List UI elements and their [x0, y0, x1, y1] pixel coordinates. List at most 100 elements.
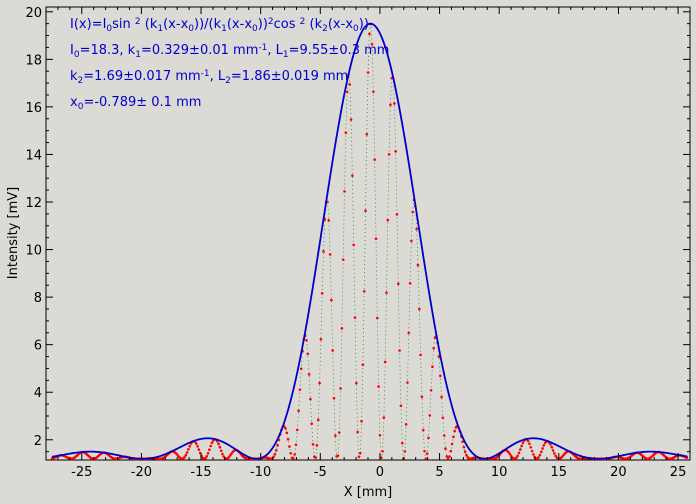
data-point	[194, 442, 198, 445]
data-point	[349, 118, 353, 121]
data-point	[508, 452, 512, 456]
x-tick-label: 20	[610, 465, 627, 480]
y-tick-label: 12	[25, 196, 42, 211]
y-tick-label: 10	[25, 244, 42, 259]
data-point	[331, 349, 335, 352]
data-point	[341, 258, 345, 261]
data-point	[294, 443, 298, 447]
data-point	[364, 209, 367, 213]
annotation-params-1: I0=18.3, k1=0.329±0.01 mm-1, L1=9.55±0.3…	[70, 43, 389, 60]
data-point	[515, 456, 518, 460]
data-point	[309, 397, 312, 401]
data-point	[357, 455, 361, 459]
data-point	[306, 352, 310, 356]
data-point	[445, 455, 449, 458]
data-point	[373, 158, 376, 161]
plot-area	[45, 6, 691, 461]
data-point	[517, 451, 521, 455]
data-point	[378, 433, 382, 437]
data-point	[362, 289, 366, 293]
data-point	[381, 449, 384, 453]
data-point	[421, 428, 425, 432]
data-point	[542, 443, 546, 447]
data-point	[348, 83, 352, 86]
data-point	[316, 418, 320, 422]
data-point	[187, 448, 190, 451]
data-point	[463, 450, 467, 454]
data-point	[372, 90, 375, 93]
data-point	[532, 453, 535, 456]
data-point	[530, 449, 534, 453]
data-point	[289, 451, 293, 455]
data-point	[403, 450, 407, 453]
data-point	[352, 243, 355, 247]
data-point	[297, 409, 300, 413]
data-point	[394, 150, 397, 153]
data-point	[355, 381, 358, 385]
data-point	[307, 373, 311, 376]
data-point	[407, 331, 411, 335]
y-tick-label: 2	[34, 434, 42, 449]
data-point	[356, 430, 359, 434]
data-point	[428, 414, 432, 417]
data-point	[339, 387, 342, 390]
data-point	[334, 434, 337, 437]
data-point	[554, 454, 558, 458]
data-point	[209, 444, 212, 448]
data-point	[210, 441, 214, 445]
data-point	[537, 456, 540, 459]
data-point	[417, 307, 421, 311]
data-point	[365, 133, 369, 136]
data-point	[538, 453, 542, 457]
data-point	[360, 419, 363, 423]
data-point	[427, 436, 430, 440]
data-point	[345, 90, 349, 94]
x-tick-label: 5	[435, 465, 443, 480]
x-tick-label: -25	[71, 465, 92, 480]
annotation-formula: I(x)=I0sin 2 (k1(x-x0))/(k1(x-x0))2cos 2…	[70, 17, 369, 34]
data-point	[382, 416, 386, 419]
x-tick-label: -20	[131, 465, 152, 480]
data-point	[322, 250, 325, 253]
data-point	[374, 237, 378, 240]
x-tick-label: -10	[250, 465, 271, 480]
data-point	[219, 449, 223, 453]
data-point	[521, 441, 525, 445]
data-point	[425, 452, 429, 455]
data-point	[188, 444, 192, 448]
data-point	[343, 190, 346, 193]
data-point	[184, 453, 188, 457]
data-point	[507, 450, 510, 454]
data-point	[368, 32, 371, 36]
data-point	[197, 448, 201, 451]
y-tick-label: 4	[34, 386, 42, 401]
data-point	[461, 440, 464, 444]
data-point	[452, 435, 455, 439]
data-point	[432, 347, 436, 350]
data-point	[204, 456, 207, 460]
data-point	[449, 449, 453, 453]
annotation-params-2: k2=1.69±0.017 mm-1, L2=1.86±0.019 mm	[70, 69, 348, 86]
data-point	[410, 239, 413, 243]
data-point	[285, 431, 289, 435]
data-point	[411, 210, 415, 214]
data-point	[377, 385, 380, 388]
data-point	[431, 365, 434, 368]
data-point	[292, 457, 295, 460]
data-point	[274, 448, 278, 452]
data-point	[286, 437, 290, 441]
data-point	[386, 218, 390, 222]
data-point	[221, 452, 224, 456]
data-point	[448, 455, 451, 458]
y-tick-label: 6	[34, 339, 42, 354]
data-point	[185, 451, 189, 454]
data-point	[328, 253, 332, 256]
y-tick-label: 8	[34, 291, 42, 306]
x-tick-label: 15	[551, 465, 568, 480]
data-point	[399, 404, 403, 408]
data-point	[299, 367, 303, 371]
data-point	[208, 448, 211, 452]
data-point	[327, 218, 331, 222]
data-point	[549, 443, 552, 446]
